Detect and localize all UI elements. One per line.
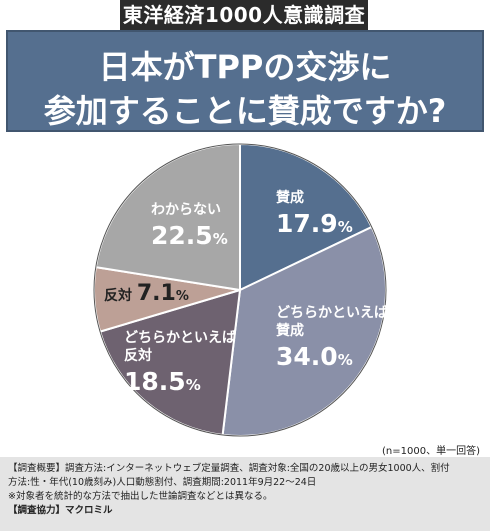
footer-line-4: 【調査協力】マクロミル xyxy=(8,505,113,516)
slice-value: 17.9% xyxy=(276,209,353,238)
question-line-2: 参加することに賛成ですか? xyxy=(43,92,447,130)
footer-line-1: 【調査概要】調査方法:インターネットウェブ定量調査、調査対象:全国の20歳以上の… xyxy=(8,463,450,474)
pie-chart: 賛成17.9%どちらかといえば賛成34.0%どちらかといえば反対18.5%反対 … xyxy=(93,142,388,437)
slice-label-line: わからない xyxy=(151,202,221,218)
question-banner: 日本がTPPの交渉に 参加することに賛成ですか? xyxy=(6,30,484,132)
sample-note: (n=1000、単一回答) xyxy=(382,446,480,457)
slice-value: 18.5% xyxy=(124,367,201,396)
slice-label-line: 賛成 xyxy=(276,189,304,206)
question-line-1: 日本がTPPの交渉に xyxy=(98,48,392,86)
survey-footer: 【調査概要】調査方法:インターネットウェブ定量調査、調査対象:全国の20歳以上の… xyxy=(0,457,490,531)
footer-line-3: ※対象者を統計的な方法で抽出した世論調査などとは異なる。 xyxy=(8,491,273,502)
slice-label-text: 反対 7.1% xyxy=(104,281,189,306)
pie-outline xyxy=(93,143,387,437)
survey-title-label: 東洋経済1000人意識調査 xyxy=(120,0,368,30)
slice-value: 22.5% xyxy=(151,221,228,250)
slice-label-line: 反対 xyxy=(124,347,152,364)
slice-label-line: どちらかといえば xyxy=(124,330,236,346)
footer-line-2: 方法:性・年代(10歳刻み)人口動態割付、調査期間:2011年9月22〜24日 xyxy=(8,477,317,488)
slice-value: 34.0% xyxy=(276,342,353,371)
pie-label-1: 賛成 17.9% xyxy=(276,189,353,238)
pie-label-5: わからない 22.5% xyxy=(151,202,228,250)
pie-label-4: 反対 7.1% xyxy=(104,281,189,306)
slice-label-line: どちらかといえば xyxy=(276,305,388,321)
slice-label-line: 賛成 xyxy=(276,322,304,339)
